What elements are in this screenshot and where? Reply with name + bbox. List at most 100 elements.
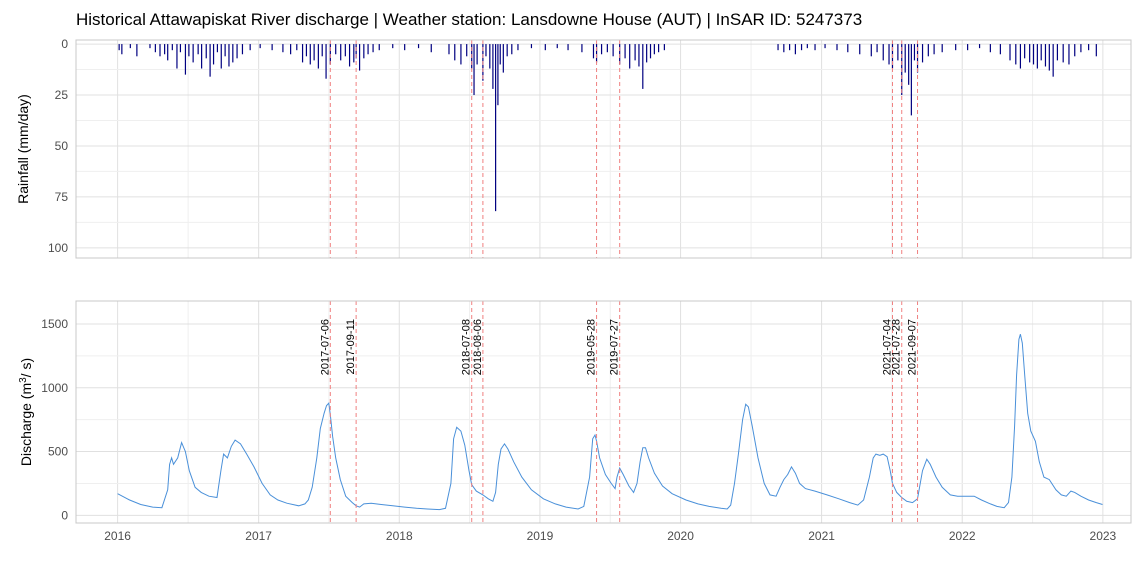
rainfall-bar [908, 44, 910, 85]
rainfall-bar [904, 44, 906, 73]
rainfall-bar [876, 44, 878, 53]
ylabel-superscript: 3 [18, 377, 29, 383]
discharge-line [117, 334, 1103, 511]
rainfall-bar [595, 44, 598, 63]
rainfall-bar [1009, 44, 1011, 61]
bottom-panel-event-lines [329, 301, 919, 523]
rainfall-bar [967, 44, 969, 51]
rainfall-bar [129, 44, 131, 49]
event-date-label: 2017-07-06 [319, 319, 331, 375]
rainfall-bar [325, 44, 327, 79]
bottom-panel-background [76, 301, 1131, 523]
rainfall-bar [1062, 44, 1064, 63]
rainfall-bar [847, 44, 849, 53]
x-tick-label: 2022 [949, 529, 976, 543]
bottom-panel-x-tick-labels: 2016 2017 2018 2019 2020 2021 2022 2023 [104, 529, 1116, 543]
y-tick-label: 1000 [41, 381, 68, 395]
rainfall-bar [634, 44, 636, 61]
rainfall-bar [910, 44, 912, 116]
top-panel-y-axis-label: Rainfall (mm/day) [15, 94, 31, 204]
event-date-label: 2019-05-28 [586, 319, 598, 375]
rainfall-bar [118, 44, 120, 51]
chart-title: Historical Attawapiskat River discharge … [76, 10, 863, 29]
rainfall-bar [188, 44, 190, 57]
rainfall-bar [941, 44, 943, 53]
event-date-label: 2017-09-11 [345, 319, 357, 374]
event-date-label: 2018-07-08 [461, 319, 473, 375]
rainfall-bar [1036, 44, 1038, 69]
rainfall-bar [933, 44, 935, 55]
rainfall-bar [517, 44, 519, 51]
x-tick-label: 2021 [808, 529, 835, 543]
rainfall-bar [1024, 44, 1026, 59]
rainfall-bar [897, 44, 899, 61]
rainfall-bar [624, 44, 626, 59]
rainfall-bar [913, 44, 916, 61]
rainfall-bar [309, 44, 311, 65]
rainfall-bar [197, 44, 199, 55]
rainfall-bar [955, 44, 957, 51]
rainfall-bar [404, 44, 406, 51]
rainfall-bar [581, 44, 583, 53]
rainfall-bar [232, 44, 234, 63]
y-tick-label: 500 [48, 445, 68, 459]
rainfall-bar [317, 44, 319, 69]
top-panel-background [76, 40, 1131, 258]
rainfall-bar [220, 44, 222, 69]
y-tick-label: 0 [61, 508, 68, 522]
rainfall-bar [372, 44, 374, 53]
rainfall-bar [192, 44, 194, 63]
rainfall-bar [629, 44, 631, 69]
top-panel-border [75, 39, 1132, 259]
event-date-label: 2021-07-28 [891, 319, 903, 375]
rainfall-bar [290, 44, 292, 55]
rainfall-bar [355, 44, 357, 59]
rainfall-bar [271, 44, 273, 51]
x-tick-label: 2019 [527, 529, 554, 543]
rainfall-bar [224, 44, 226, 57]
rainfall-bar [502, 44, 504, 73]
rainfall-bar [1029, 44, 1031, 63]
rainfall-bar [1056, 44, 1059, 61]
rainfall-bar [492, 44, 494, 89]
rainfall-bar [417, 44, 420, 49]
top-panel-y-tick-labels: 0 25 50 75 100 [48, 37, 68, 255]
rainfall-bar [201, 44, 203, 69]
rainfall-bar [806, 44, 808, 49]
y-tick-label: 25 [55, 88, 69, 102]
rainfall-bar [473, 44, 475, 96]
rainfall-bar [454, 44, 456, 61]
event-date-labels: 2017-07-06 2017-09-11 2018-07-08 2018-08-06… [319, 319, 918, 375]
rainfall-bar [378, 44, 380, 51]
rainfall-bar [305, 44, 308, 57]
rainfall-bar [340, 44, 342, 61]
rainfall-bar [556, 44, 558, 49]
x-tick-label: 2023 [1090, 529, 1117, 543]
rainfall-bar [321, 44, 323, 57]
event-date-label: 2018-08-06 [472, 319, 484, 375]
rainfall-bar [485, 44, 487, 57]
rainfall-bar [313, 44, 315, 61]
rainfall-bar [476, 44, 478, 65]
rainfall-bar [978, 44, 981, 49]
rainfall-bar [612, 44, 614, 57]
rainfall-bar [658, 44, 660, 53]
rainfall-bar [663, 44, 665, 51]
y-tick-label: 100 [48, 241, 68, 255]
rainfall-bar [282, 44, 284, 53]
rainfall-bar [1032, 44, 1035, 65]
y-tick-label: 1500 [41, 317, 68, 331]
rainfall-bar [999, 44, 1001, 55]
rainfall-bar [859, 44, 861, 55]
rainfall-bar [921, 44, 924, 63]
rainfall-bar [249, 44, 251, 51]
bottom-panel-grid [76, 301, 1131, 523]
rainfall-bar [653, 44, 655, 55]
rainfall-bar [367, 44, 369, 55]
x-tick-label: 2017 [245, 529, 272, 543]
rainfall-bar [216, 44, 219, 53]
rainfall-bar [430, 44, 432, 53]
rainfall-bar [209, 44, 211, 77]
rainfall-bar [1095, 44, 1097, 57]
